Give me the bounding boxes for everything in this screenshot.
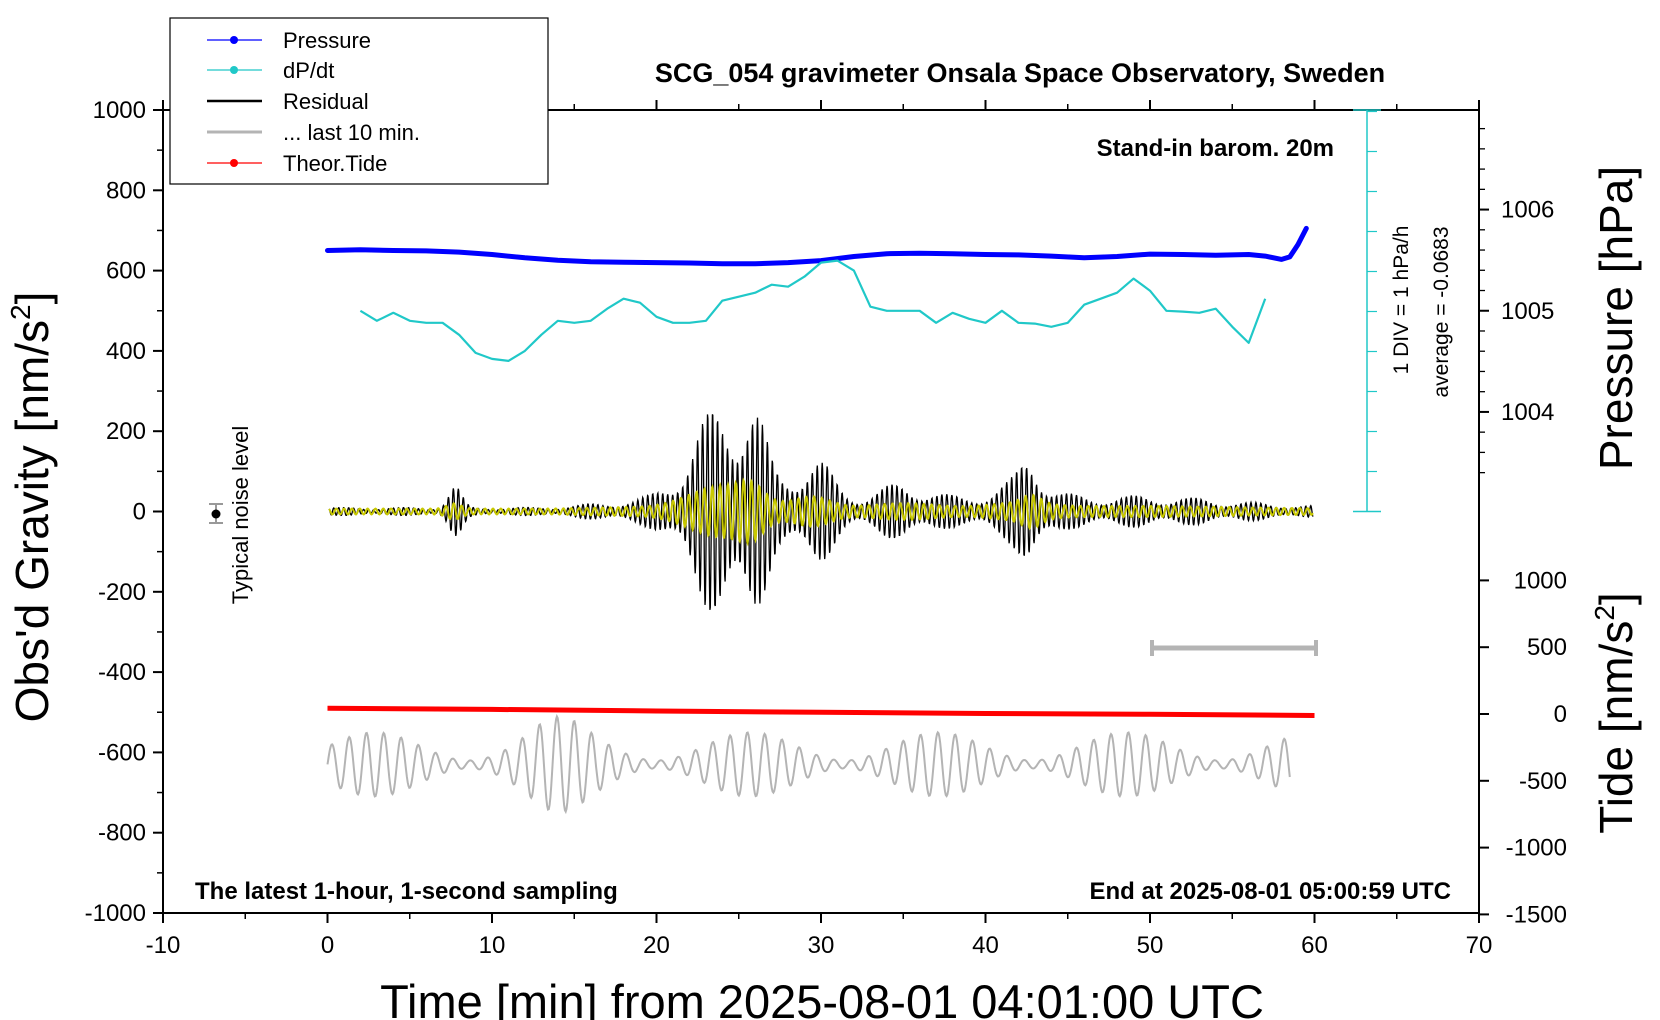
noise-marker [209,503,223,524]
x-tick-label: 0 [321,932,334,959]
dpdt-scale-bar [1353,109,1381,513]
series-tide [327,705,1315,718]
series-dpdt [359,259,1267,362]
y-tick-label: -200 [98,579,146,606]
legend-label-tide: Theor.Tide [283,151,387,176]
noise-label: Typical noise level [228,426,253,605]
x-tick-label: 30 [808,932,835,959]
y-tick-label: -800 [98,820,146,847]
legend-item-tide: Theor.Tide [207,151,387,176]
legend: Pressure dP/dt Residual ... last 10 min.… [169,17,549,185]
series-last10 [326,713,1291,815]
y-tick-label: 1000 [93,97,146,124]
legend-label-residual: Residual [283,89,369,114]
legend-label-dpdt: dP/dt [283,58,334,83]
x-tick-label: 70 [1466,932,1493,959]
tide-tick-label: 0 [1554,701,1567,728]
tide-tick-label: -1500 [1506,901,1567,928]
series-residual-filtered [328,477,1314,547]
y-axis-label-tide: Tide [nm/s2] [1589,592,1642,833]
y-axis-label-pressure: Pressure [hPa] [1590,166,1642,470]
y-tick-label: 600 [106,258,146,285]
x-tick-label: 10 [479,932,506,959]
legend-item-last10: ... last 10 min. [207,120,420,145]
x-tick-label: 60 [1301,932,1328,959]
tide-tick-label: -1000 [1506,835,1567,862]
pressure-tick-label: 1006 [1501,197,1554,224]
x-tick-label: 50 [1137,932,1164,959]
series-pressure [325,225,1309,267]
legend-item-dpdt: dP/dt [207,58,334,83]
y-tick-label: -600 [98,739,146,766]
legend-item-residual: Residual [207,89,369,114]
legend-item-pressure: Pressure [207,28,371,53]
y-tick-label: 0 [133,499,146,526]
x-tick-label: 40 [972,932,999,959]
pressure-tick-label: 1004 [1501,399,1554,426]
dpdt-average-label: average = -0.0683 [1430,226,1453,397]
y-tick-label: 800 [106,177,146,204]
barometer-label: Stand-in barom. 20m [1097,135,1334,162]
legend-label-last10: ... last 10 min. [283,120,420,145]
latest-label: The latest 1-hour, 1-second sampling [195,878,618,905]
tide-tick-label: 500 [1527,634,1567,661]
end-time-label: End at 2025-08-01 05:00:59 UTC [1090,878,1452,905]
y-tick-label: -1000 [85,900,146,927]
last10-span-bar [1150,640,1318,656]
pressure-tick-label: 1005 [1501,298,1554,325]
dpdt-scale-label: 1 DIV = 1 hPa/h [1390,226,1413,375]
y-axis-label-left: Obs'd Gravity [nm/s2] [5,292,58,723]
y-tick-label: -400 [98,659,146,686]
x-tick-label: 20 [643,932,670,959]
y-tick-label: 400 [106,338,146,365]
chart-title: SCG_054 gravimeter Onsala Space Observat… [655,58,1385,88]
tide-tick-label: -500 [1519,768,1567,795]
tide-tick-label: 1000 [1514,567,1567,594]
x-tick-label: -10 [146,932,181,959]
x-axis-label: Time [min] from 2025-08-01 04:01:00 UTC [380,975,1264,1020]
legend-label-pressure: Pressure [283,28,371,53]
y-tick-label: 200 [106,418,146,445]
